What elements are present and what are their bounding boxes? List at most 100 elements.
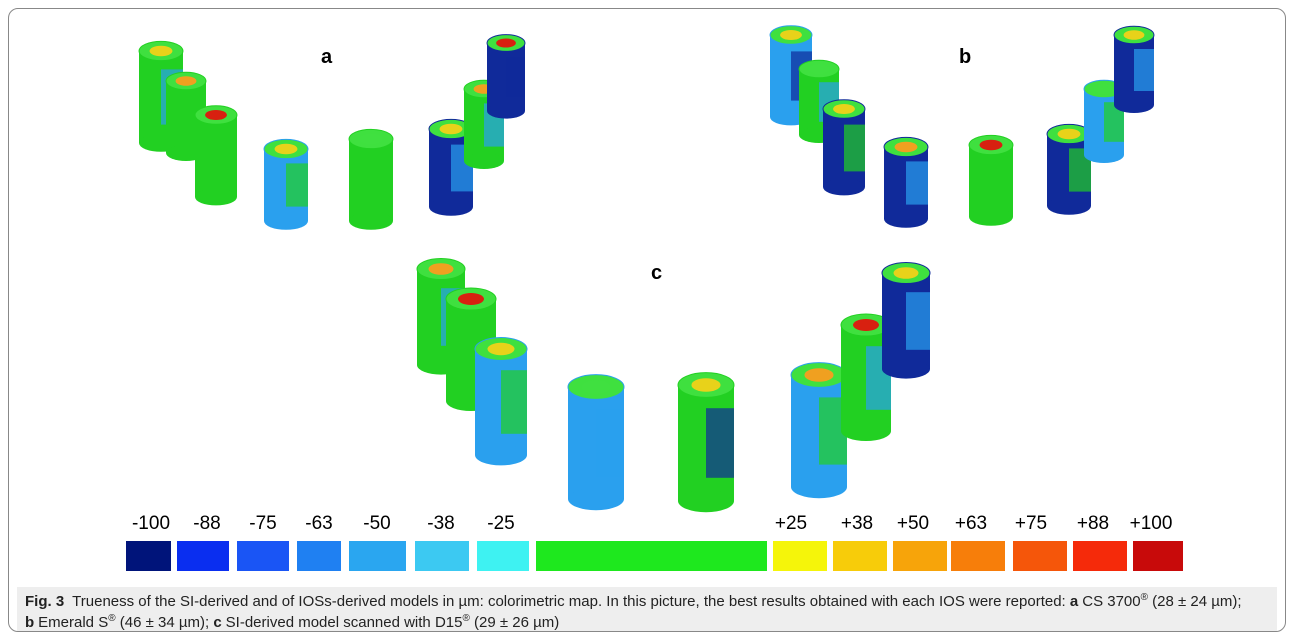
caption-key: c [213, 614, 221, 631]
model-hole [1124, 30, 1145, 40]
scale-label: +50 [897, 513, 929, 534]
scale-swatch [1013, 541, 1067, 571]
model-hole [176, 76, 197, 86]
abutment-model [195, 106, 237, 206]
model-hole [581, 380, 610, 393]
scale-label: +38 [841, 513, 873, 534]
scale-label: -100 [132, 513, 170, 534]
caption-label: Fig. 3 [25, 593, 64, 610]
model-bottom [475, 445, 527, 466]
scale-swatch [177, 541, 229, 571]
model-shade [844, 125, 865, 172]
model-shade [906, 161, 928, 204]
model-hole [691, 378, 720, 391]
scale-swatch [237, 541, 289, 571]
model-bottom [429, 198, 473, 216]
model-shade [706, 408, 734, 478]
model-hole [804, 368, 833, 381]
abutment-model [349, 129, 393, 229]
caption-mark: ® [462, 613, 469, 624]
model-hole [809, 64, 830, 74]
scale-label: +63 [955, 513, 987, 534]
scale-swatch [1133, 541, 1183, 571]
scale-label: -38 [427, 513, 454, 534]
scale-swatch [477, 541, 529, 571]
caption-detail: (28 ± 24 µm) [1148, 593, 1237, 610]
caption-mark: ® [108, 613, 115, 624]
scale-label: -25 [487, 513, 514, 534]
scale-label: +88 [1077, 513, 1109, 534]
model-hole [1058, 129, 1081, 140]
abutment-model [884, 137, 928, 227]
caption-text: Trueness of the SI-derived and of IOSs-d… [72, 593, 1070, 610]
model-hole [853, 319, 879, 331]
caption-sep: ; [1237, 593, 1241, 610]
model-shade [501, 370, 527, 434]
model-bottom [969, 208, 1013, 226]
model-bottom [487, 103, 525, 118]
scale-swatch [1073, 541, 1127, 571]
model-bottom [823, 179, 865, 196]
model-bottom [841, 421, 891, 441]
scale-label: +75 [1015, 513, 1047, 534]
scale-label: -88 [193, 513, 220, 534]
model-shade [506, 57, 525, 98]
model-shade [286, 163, 308, 206]
abutment-model [487, 35, 525, 119]
model-hole [487, 343, 514, 355]
scale-swatch [951, 541, 1005, 571]
abutment-model [264, 139, 308, 229]
model-bottom [264, 212, 308, 230]
scale-label: -63 [305, 513, 332, 534]
model-bottom [1114, 97, 1154, 113]
model-hole [1094, 84, 1115, 94]
scale-label: -75 [249, 513, 276, 534]
abutment-model [823, 100, 865, 196]
abutment-model [969, 135, 1013, 225]
scale-label: +100 [1130, 513, 1173, 534]
model-bottom [882, 359, 930, 378]
scale-label: +25 [775, 513, 807, 534]
model-bottom [1047, 197, 1091, 215]
model-bottom [1084, 147, 1124, 163]
model-shade [216, 131, 237, 180]
scale-label: -50 [363, 513, 390, 534]
model-shade [906, 292, 930, 350]
abutment-model [475, 338, 527, 466]
model-hole [150, 46, 173, 57]
model-hole [205, 110, 227, 120]
abutment-model [678, 373, 734, 513]
model-shade [1134, 49, 1154, 91]
model-bottom [195, 189, 237, 206]
abutment-model [882, 262, 930, 378]
model-hole [458, 293, 484, 305]
model-hole [360, 134, 383, 145]
caption-name: CS 3700 [1082, 593, 1140, 610]
caption-name: Emerald S [38, 614, 108, 631]
scale-swatch [773, 541, 827, 571]
caption-detail: (46 ± 34 µm) [116, 614, 205, 631]
scale-swatch [349, 541, 406, 571]
model-bottom [791, 476, 847, 498]
scale-swatch [297, 541, 341, 571]
model-hole [440, 124, 463, 135]
figure: a b c -100 -88 -75 -63 -50 -38 -25 +25 +38 +50 +63… [8, 8, 1286, 632]
model-shade [371, 155, 393, 204]
model-hole [780, 30, 802, 40]
panel-label: c [651, 262, 662, 284]
caption-key: b [25, 614, 34, 631]
caption-detail: (29 ± 26 µm) [470, 614, 559, 631]
model-bottom [349, 212, 393, 230]
scale-swatch [415, 541, 469, 571]
figure-art: a b c -100-88-75-63-50-38-25+25+38+50+63… [9, 9, 1285, 589]
model-hole [833, 104, 855, 114]
model-bottom [884, 210, 928, 228]
model-hole [894, 267, 919, 279]
scale-swatch [126, 541, 171, 571]
caption: Fig. 3 Trueness of the SI-derived and of … [17, 587, 1277, 631]
model-bottom [568, 488, 624, 510]
model-bottom [464, 153, 504, 169]
model-shade [991, 159, 1013, 202]
scale-swatch [893, 541, 947, 571]
panel-label: a [321, 46, 333, 68]
